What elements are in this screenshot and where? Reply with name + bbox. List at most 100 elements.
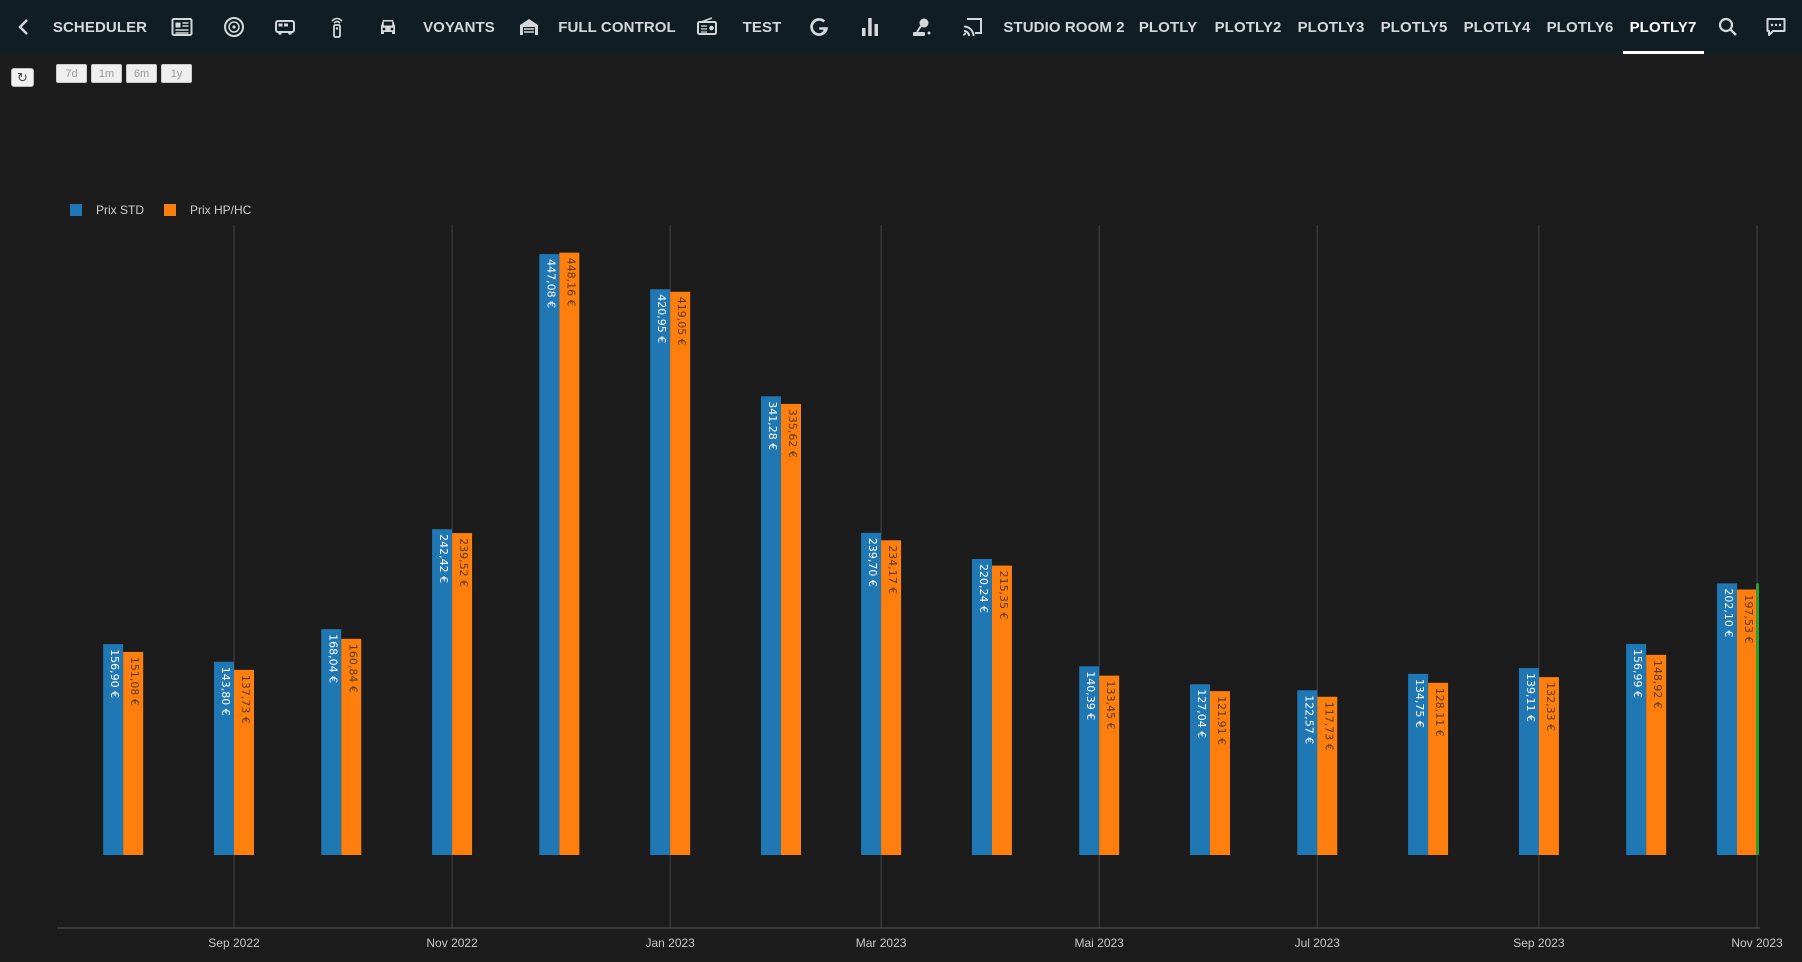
legend-label-hphc: Prix HP/HC [190,203,252,217]
bar-prix-std [971,558,992,855]
data-label-prix-hphc: 160,84 € [346,644,359,693]
bar-prix-std [1518,668,1539,855]
tab-garage[interactable] [515,0,543,54]
bar-chart-icon [862,18,878,36]
legend-item-prix-std[interactable]: Prix STD [70,203,144,217]
tab-robot-vacuum[interactable] [908,0,936,54]
tab-plotly4[interactable]: PLOTLY4 [1463,18,1531,36]
data-label-prix-hphc: 133,45 € [1104,681,1117,730]
tab-campervan[interactable] [271,0,299,54]
bar-prix-hphc [1210,691,1231,855]
bar-prix-std [760,396,781,855]
data-label-prix-std: 156,90 € [108,649,121,698]
bar-prix-hphc [1538,677,1559,855]
tab-plotly3[interactable]: PLOTLY3 [1297,18,1365,36]
bar-prix-std [650,289,671,856]
data-label-prix-std: 239,70 € [866,538,879,587]
bar-prix-std [1408,673,1429,855]
back-button[interactable] [10,0,38,54]
tab-remote-control[interactable] [323,0,351,54]
legend-swatch-hphc [164,204,176,216]
bar-prix-hphc [1646,654,1667,855]
legend-label-std: Prix STD [96,203,144,217]
data-label-prix-std: 127,04 € [1195,689,1208,738]
chat-dots-icon [1766,18,1786,36]
data-label-prix-hphc: 137,73 € [239,675,252,724]
bar-prix-hphc [1317,696,1338,855]
range-6m-button[interactable]: 6m [126,64,157,83]
tab-bar-chart[interactable] [856,0,884,54]
x-tick-label: Mai 2023 [1074,936,1124,950]
tab-vinyl[interactable] [220,0,248,54]
range-7d-button[interactable]: 7d [56,64,87,83]
tab-test[interactable]: TEST [742,18,782,36]
tab-radio[interactable] [693,0,721,54]
assist-button[interactable] [1762,0,1790,54]
tab-voyants[interactable]: VOYANTS [423,18,495,36]
range-1y-button[interactable]: 1y [161,64,192,83]
radio-icon [697,17,717,35]
search-button[interactable] [1714,0,1742,54]
data-label-prix-hphc: 419,05 € [675,297,688,346]
tab-plotly7[interactable]: PLOTLY7 [1629,18,1697,36]
refresh-button[interactable]: ↻ [11,68,34,87]
tab-full-control[interactable]: FULL CONTROL [558,18,676,36]
data-label-prix-hphc: 197,53 € [1742,595,1755,644]
newspaper-icon [171,18,193,36]
data-label-prix-hphc: 335,62 € [786,409,799,458]
top-navigation-bar: SCHEDULER VOYANTS FULL CONTROL TEST STUD… [0,0,1802,54]
legend-item-prix-hphc[interactable]: Prix HP/HC [164,203,251,217]
bar-prix-hphc [991,565,1012,855]
x-tick-label: Sep 2022 [208,936,260,950]
campervan-icon [275,20,295,35]
data-label-prix-std: 242,42 € [437,534,450,583]
bar-prix-hphc [670,291,691,855]
data-label-prix-hphc: 215,35 € [997,571,1010,620]
robot-vacuum-icon [913,18,931,36]
data-label-prix-std: 220,24 € [977,564,990,613]
current-month-marker [1756,583,1759,855]
tab-car[interactable] [374,0,402,54]
google-icon [810,18,828,36]
tab-plotly5[interactable]: PLOTLY5 [1380,18,1448,36]
tab-studio-room-2[interactable]: STUDIO ROOM 2 [1003,18,1125,36]
bar-prix-std [539,254,560,855]
data-label-prix-std: 134,75 € [1413,679,1426,728]
tab-plotly6[interactable]: PLOTLY6 [1546,18,1614,36]
remote-control-icon [331,17,343,38]
garage-icon [520,19,538,35]
data-label-prix-hphc: 148,92 € [1651,660,1664,709]
range-1m-button[interactable]: 1m [91,64,122,83]
bar-prix-hphc [881,540,902,855]
data-label-prix-std: 156,99 € [1631,649,1644,698]
tab-plotly[interactable]: PLOTLY [1138,18,1198,36]
data-label-prix-hphc: 128,11 € [1433,688,1446,737]
data-label-prix-std: 447,08 € [544,259,557,308]
x-tick-label: Jan 2023 [645,936,695,950]
bar-prix-std [103,644,124,855]
bar-prix-hphc [1737,589,1757,855]
search-icon [1718,17,1737,36]
x-tick-label: Mar 2023 [856,936,907,950]
tab-cast[interactable] [959,0,987,54]
data-label-prix-hphc: 132,33 € [1544,682,1557,731]
bar-prix-std [1190,684,1211,855]
bar-prix-std [1079,666,1100,855]
data-label-prix-std: 202,10 € [1722,588,1735,637]
tab-newspaper[interactable] [168,0,196,54]
bar-prix-hphc [780,403,801,855]
bar-prix-std [1297,690,1318,855]
data-label-prix-std: 143,80 € [219,667,232,716]
x-tick-label: Sep 2023 [1513,936,1565,950]
tab-google[interactable] [805,0,833,54]
x-tick-label: Nov 2022 [426,936,478,950]
bar-prix-hphc [234,669,254,855]
data-label-prix-hphc: 234,17 € [886,545,899,594]
data-label-prix-hphc: 239,52 € [457,538,470,587]
tab-plotly2[interactable]: PLOTLY2 [1214,18,1282,36]
tab-scheduler[interactable]: SCHEDULER [52,18,148,36]
bar-prix-std [1626,644,1647,855]
data-label-prix-hphc: 151,08 € [128,657,141,706]
bar-prix-std [861,532,882,855]
